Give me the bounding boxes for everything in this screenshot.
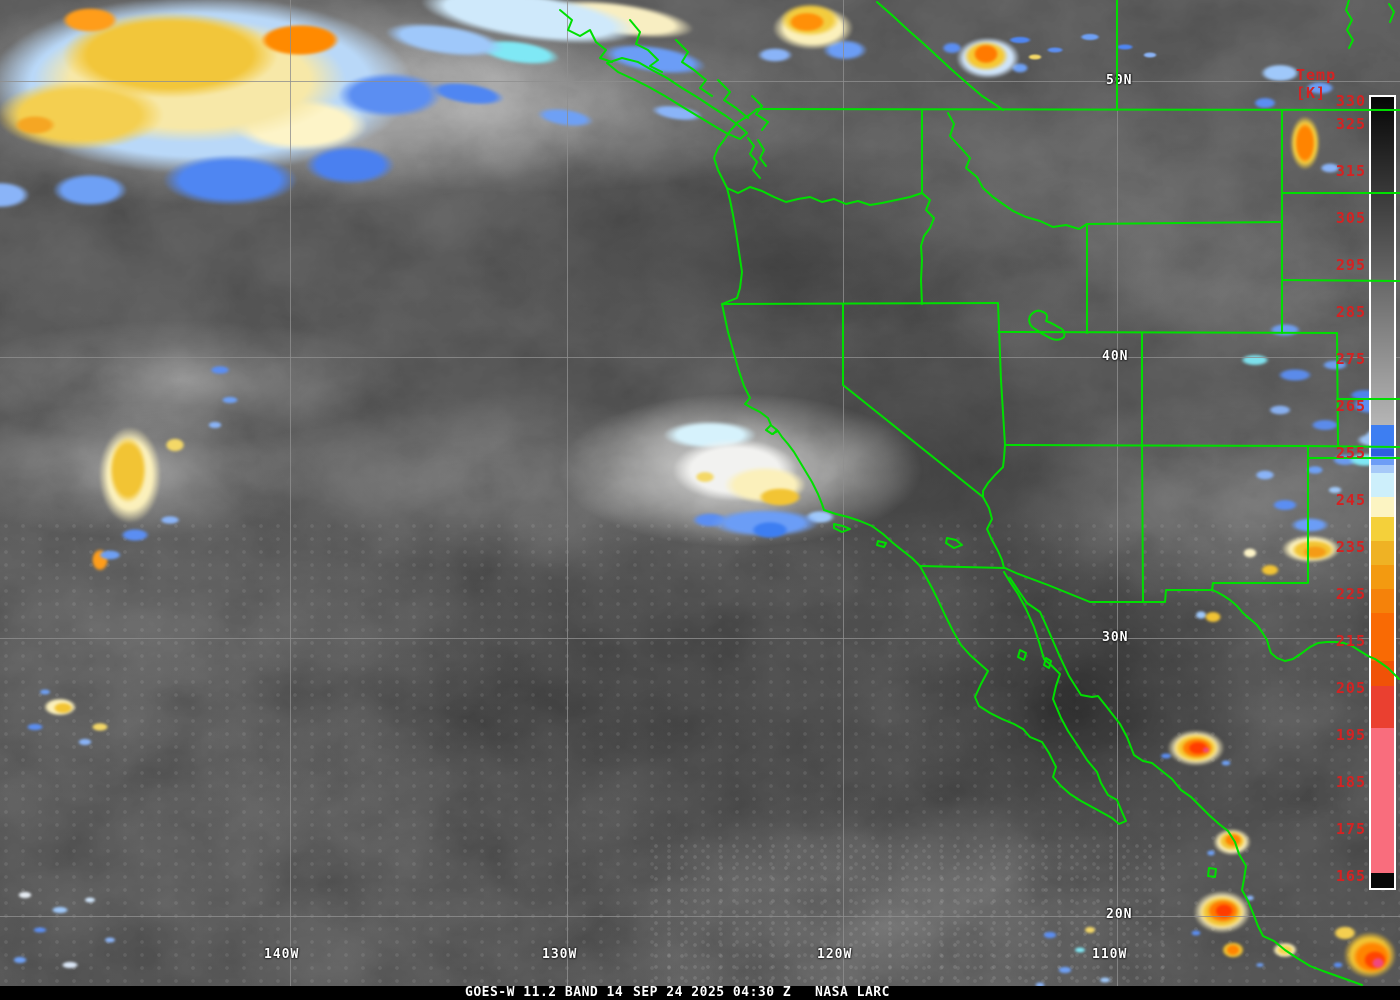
colorbar-tick-195: 195 — [1335, 726, 1366, 744]
grid-label-40n: 40N — [1102, 349, 1129, 364]
colorbar-tick-305: 305 — [1335, 209, 1366, 227]
colorbar-segment — [1371, 873, 1394, 888]
colorbar-tick-295: 295 — [1335, 256, 1366, 274]
latitude-gridline — [0, 916, 1400, 917]
colorbar-segment — [1371, 565, 1394, 589]
grid-label-50n: 50N — [1106, 73, 1133, 88]
grid-label-140w: 140W — [264, 947, 300, 962]
latitude-gridline — [0, 81, 1400, 82]
colorbar-tick-215: 215 — [1335, 632, 1366, 650]
colorbar-title: Temp [K] — [1296, 66, 1337, 102]
grid-label-110w: 110W — [1092, 947, 1128, 962]
temperature-colorbar — [1369, 95, 1396, 890]
colorbar-segment — [1371, 473, 1394, 497]
colorbar-segment — [1371, 661, 1394, 686]
colorbar-tick-175: 175 — [1335, 820, 1366, 838]
colorbar-tick-225: 225 — [1335, 585, 1366, 603]
colorbar-tick-325: 325 — [1335, 115, 1366, 133]
colorbar-tick-185: 185 — [1335, 773, 1366, 791]
grid-label-20n: 20N — [1106, 907, 1133, 922]
longitude-gridline — [290, 0, 291, 986]
colorbar-segment — [1371, 449, 1394, 456]
longitude-gridline — [843, 0, 844, 986]
colorbar-segment — [1371, 728, 1394, 873]
colorbar-tick-265: 265 — [1335, 397, 1366, 415]
colorbar-tick-165: 165 — [1335, 867, 1366, 885]
colorbar-segment — [1371, 97, 1394, 425]
colorbar-segment — [1371, 517, 1394, 541]
colorbar-segment — [1371, 425, 1394, 449]
caption-satellite-band: GOES-W 11.2 BAND 14 — [465, 985, 624, 1000]
colorbar-tick-245: 245 — [1335, 491, 1366, 509]
colorbar-tick-235: 235 — [1335, 538, 1366, 556]
colorbar-tick-275: 275 — [1335, 350, 1366, 368]
caption-bar: GOES-W 11.2 BAND 14 SEP 24 2025 04:30 Z … — [0, 986, 1400, 1000]
colorbar-tick-285: 285 — [1335, 303, 1366, 321]
colorbar-tick-205: 205 — [1335, 679, 1366, 697]
colorbar-tick-255: 255 — [1335, 444, 1366, 462]
colorbar-segment — [1371, 497, 1394, 517]
colorbar-segment — [1371, 465, 1394, 473]
colorbar-segment — [1371, 541, 1394, 565]
caption-credit: NASA LARC — [815, 985, 890, 1000]
longitude-gridline — [1117, 0, 1118, 986]
caption-datetime: SEP 24 2025 04:30 Z — [633, 985, 792, 1000]
longitude-gridline — [567, 0, 568, 986]
latitude-gridline — [0, 357, 1400, 358]
grid-label-130w: 130W — [542, 947, 578, 962]
colorbar-tick-315: 315 — [1335, 162, 1366, 180]
colorbar-segment — [1371, 456, 1394, 465]
latitude-gridline — [0, 638, 1400, 639]
colorbar-segment — [1371, 589, 1394, 613]
grid-label-120w: 120W — [817, 947, 853, 962]
grid-label-30n: 30N — [1102, 630, 1129, 645]
colorbar-segment — [1371, 686, 1394, 728]
colorbar-segment — [1371, 613, 1394, 661]
